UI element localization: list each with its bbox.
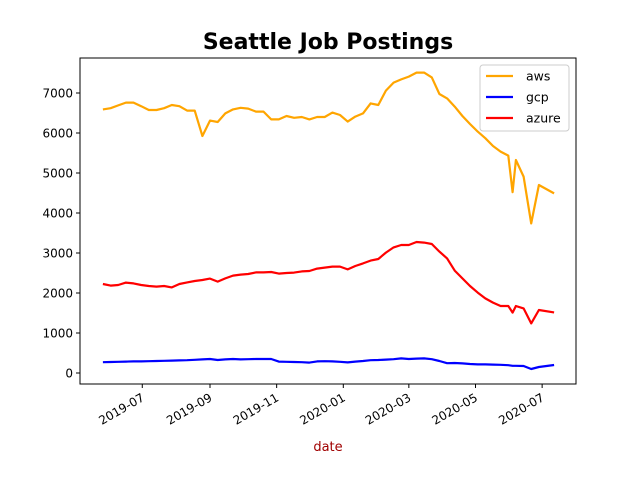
series-line-gcp xyxy=(102,357,555,371)
y-tick-label: 5000 xyxy=(42,167,73,181)
legend-label: gcp xyxy=(526,90,549,105)
legend-label: aws xyxy=(526,69,550,84)
legend-box xyxy=(479,64,570,132)
y-tick-label: 6000 xyxy=(42,127,73,141)
x-axis-label: date xyxy=(313,440,342,455)
series-line-azure xyxy=(102,240,555,325)
legend: aws gcp azure xyxy=(479,64,570,132)
plot-frame xyxy=(79,57,577,385)
y-tick-label: 1000 xyxy=(42,327,73,341)
chart-title: Seattle Job Postings xyxy=(203,30,453,55)
series-line-aws xyxy=(102,71,555,225)
y-tick-label: 3000 xyxy=(42,247,73,261)
legend-item-gcp: gcp xyxy=(486,90,549,105)
legend-item-azure: azure xyxy=(486,111,561,126)
y-axis: 0 1000 2000 3000 4000 5000 6000 7000 xyxy=(42,87,80,381)
y-tick-label: 0 xyxy=(65,367,73,381)
series-lines xyxy=(102,71,555,371)
y-tick-label: 4000 xyxy=(42,207,73,221)
legend-label: azure xyxy=(526,111,561,126)
y-tick-label: 2000 xyxy=(42,287,73,301)
y-tick-label: 7000 xyxy=(42,87,73,101)
legend-item-aws: aws xyxy=(486,69,550,84)
